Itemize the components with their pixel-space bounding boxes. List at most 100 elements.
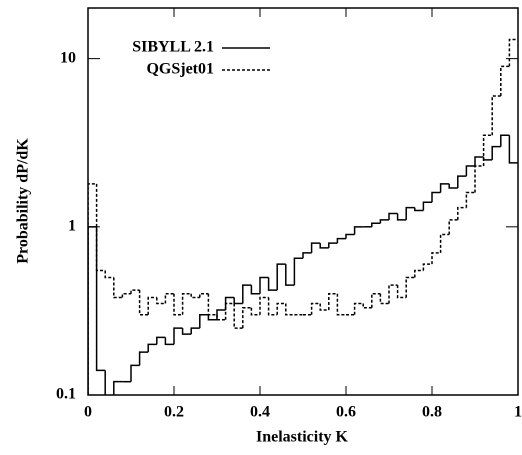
x-tick-label: 0.8 — [422, 404, 442, 421]
histogram-step — [439, 183, 450, 193]
histogram-step — [130, 289, 140, 294]
histogram-step — [422, 263, 432, 271]
histogram-step — [164, 337, 174, 346]
histogram-step — [345, 233, 355, 239]
histogram-step — [457, 175, 467, 189]
histogram-step — [88, 183, 97, 395]
histogram-step — [181, 292, 192, 315]
histogram-step — [173, 293, 183, 316]
histogram-step — [173, 327, 183, 345]
histogram-step — [276, 302, 286, 315]
histogram-step — [199, 314, 209, 329]
histogram-step — [156, 297, 166, 305]
histogram-step — [242, 284, 252, 304]
histogram-step — [388, 284, 398, 304]
histogram-step — [431, 252, 441, 265]
histogram-step — [465, 165, 475, 177]
histogram-step — [431, 191, 441, 203]
histogram-step — [508, 38, 518, 67]
histogram-step — [422, 201, 432, 211]
x-tick-label: 0.6 — [336, 404, 356, 421]
histogram-step — [482, 157, 493, 161]
histogram-step — [121, 292, 131, 298]
histogram-step — [388, 212, 398, 220]
histogram-step — [439, 233, 450, 253]
histogram-step — [224, 296, 235, 311]
histogram-step — [207, 314, 217, 321]
histogram-step — [199, 292, 209, 298]
histogram-step — [250, 307, 260, 316]
histogram-step — [104, 270, 114, 279]
histogram-step — [379, 219, 389, 224]
histogram-step — [414, 207, 424, 212]
histogram-step — [147, 343, 157, 353]
histogram-step — [379, 293, 389, 305]
histogram-step — [491, 145, 501, 160]
histogram-step — [302, 252, 312, 259]
y-axis-label: Probability dP/dK — [15, 138, 32, 264]
histogram-step — [474, 156, 484, 166]
histogram-step — [88, 226, 97, 395]
legend-label: QGSjet01 — [146, 61, 214, 78]
histogram-step — [353, 226, 364, 235]
histogram-step — [474, 165, 484, 193]
histogram-step — [259, 276, 269, 294]
histogram-step — [285, 264, 295, 286]
histogram-step — [138, 290, 149, 316]
plot-area — [88, 38, 518, 395]
histogram-step — [310, 302, 321, 315]
histogram-step — [500, 134, 510, 147]
legend-label: SIBYLL 2.1 — [132, 39, 214, 56]
histogram-step — [396, 213, 407, 221]
histogram-step — [267, 297, 278, 316]
histogram-step — [405, 276, 415, 298]
histogram-step — [371, 222, 381, 227]
histogram-step — [181, 328, 192, 335]
histogram-step — [396, 285, 407, 299]
histogram-step — [250, 285, 260, 295]
histogram-step — [233, 297, 243, 305]
histogram-step — [508, 135, 518, 164]
x-tick-label: 0 — [84, 404, 92, 421]
y-tick-label: 0.1 — [56, 386, 76, 403]
histogram-step — [147, 296, 157, 315]
histogram-step — [95, 226, 106, 372]
histogram-step — [95, 183, 106, 272]
histogram-step — [216, 314, 226, 321]
histogram-step — [362, 303, 372, 309]
histogram-step — [242, 307, 252, 329]
y-tick-label: 1 — [68, 217, 76, 234]
histogram-step — [319, 243, 329, 249]
x-tick-label: 1 — [514, 404, 522, 421]
histogram-step — [448, 219, 458, 235]
histogram-step — [328, 292, 338, 311]
histogram-step — [405, 206, 415, 220]
histogram-step — [104, 370, 106, 395]
plot-frame — [87, 7, 519, 396]
histogram-step — [130, 364, 140, 382]
histogram-step — [414, 269, 424, 278]
histogram-step — [319, 303, 329, 311]
histogram-step — [233, 303, 243, 329]
x-axis-label: Inelasticity K — [256, 429, 349, 446]
histogram-step — [336, 293, 346, 316]
histogram-step — [457, 206, 467, 220]
histogram-step — [267, 277, 278, 291]
histogram-step — [259, 296, 269, 315]
y-tick-label: 10 — [60, 49, 76, 66]
histogram-step — [224, 302, 235, 320]
histogram-step — [293, 257, 303, 286]
histogram-step — [207, 293, 217, 316]
histogram-step — [190, 293, 200, 299]
histogram-step — [371, 292, 381, 308]
histogram-step — [491, 95, 501, 136]
histogram-step — [164, 292, 174, 304]
histogram-step — [138, 351, 149, 366]
histogram-step — [156, 336, 166, 345]
histogram-step — [190, 327, 200, 335]
histogram-step — [310, 242, 321, 253]
histogram-step — [465, 191, 475, 208]
histogram-step — [113, 277, 123, 299]
histogram-step — [328, 242, 338, 248]
